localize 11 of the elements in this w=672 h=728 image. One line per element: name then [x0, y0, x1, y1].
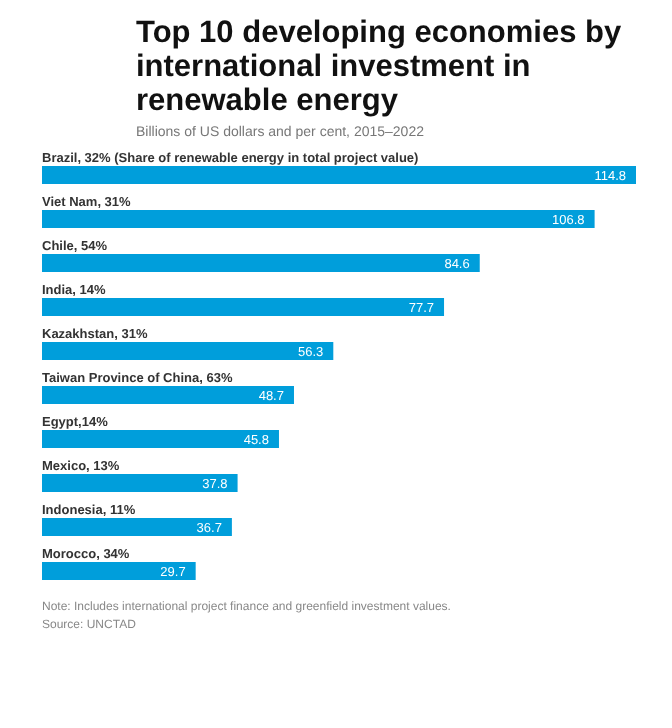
bar — [42, 298, 445, 316]
chart-title: Top 10 developing economies by international investment in renewable energy — [136, 16, 624, 118]
bar — [42, 210, 595, 228]
bar — [42, 254, 480, 272]
bar — [42, 562, 196, 580]
bar — [42, 474, 238, 492]
bar — [42, 166, 636, 184]
bar — [42, 430, 279, 448]
bar — [42, 518, 232, 536]
bar — [42, 342, 334, 360]
bar — [42, 386, 294, 404]
